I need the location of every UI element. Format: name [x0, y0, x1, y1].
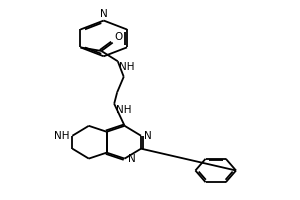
Text: N: N — [100, 9, 108, 19]
Text: N: N — [128, 154, 135, 164]
Text: NH: NH — [116, 105, 131, 115]
Text: NH: NH — [119, 62, 134, 72]
Text: N: N — [144, 131, 152, 141]
Text: O: O — [114, 32, 122, 42]
Text: NH: NH — [54, 131, 69, 141]
